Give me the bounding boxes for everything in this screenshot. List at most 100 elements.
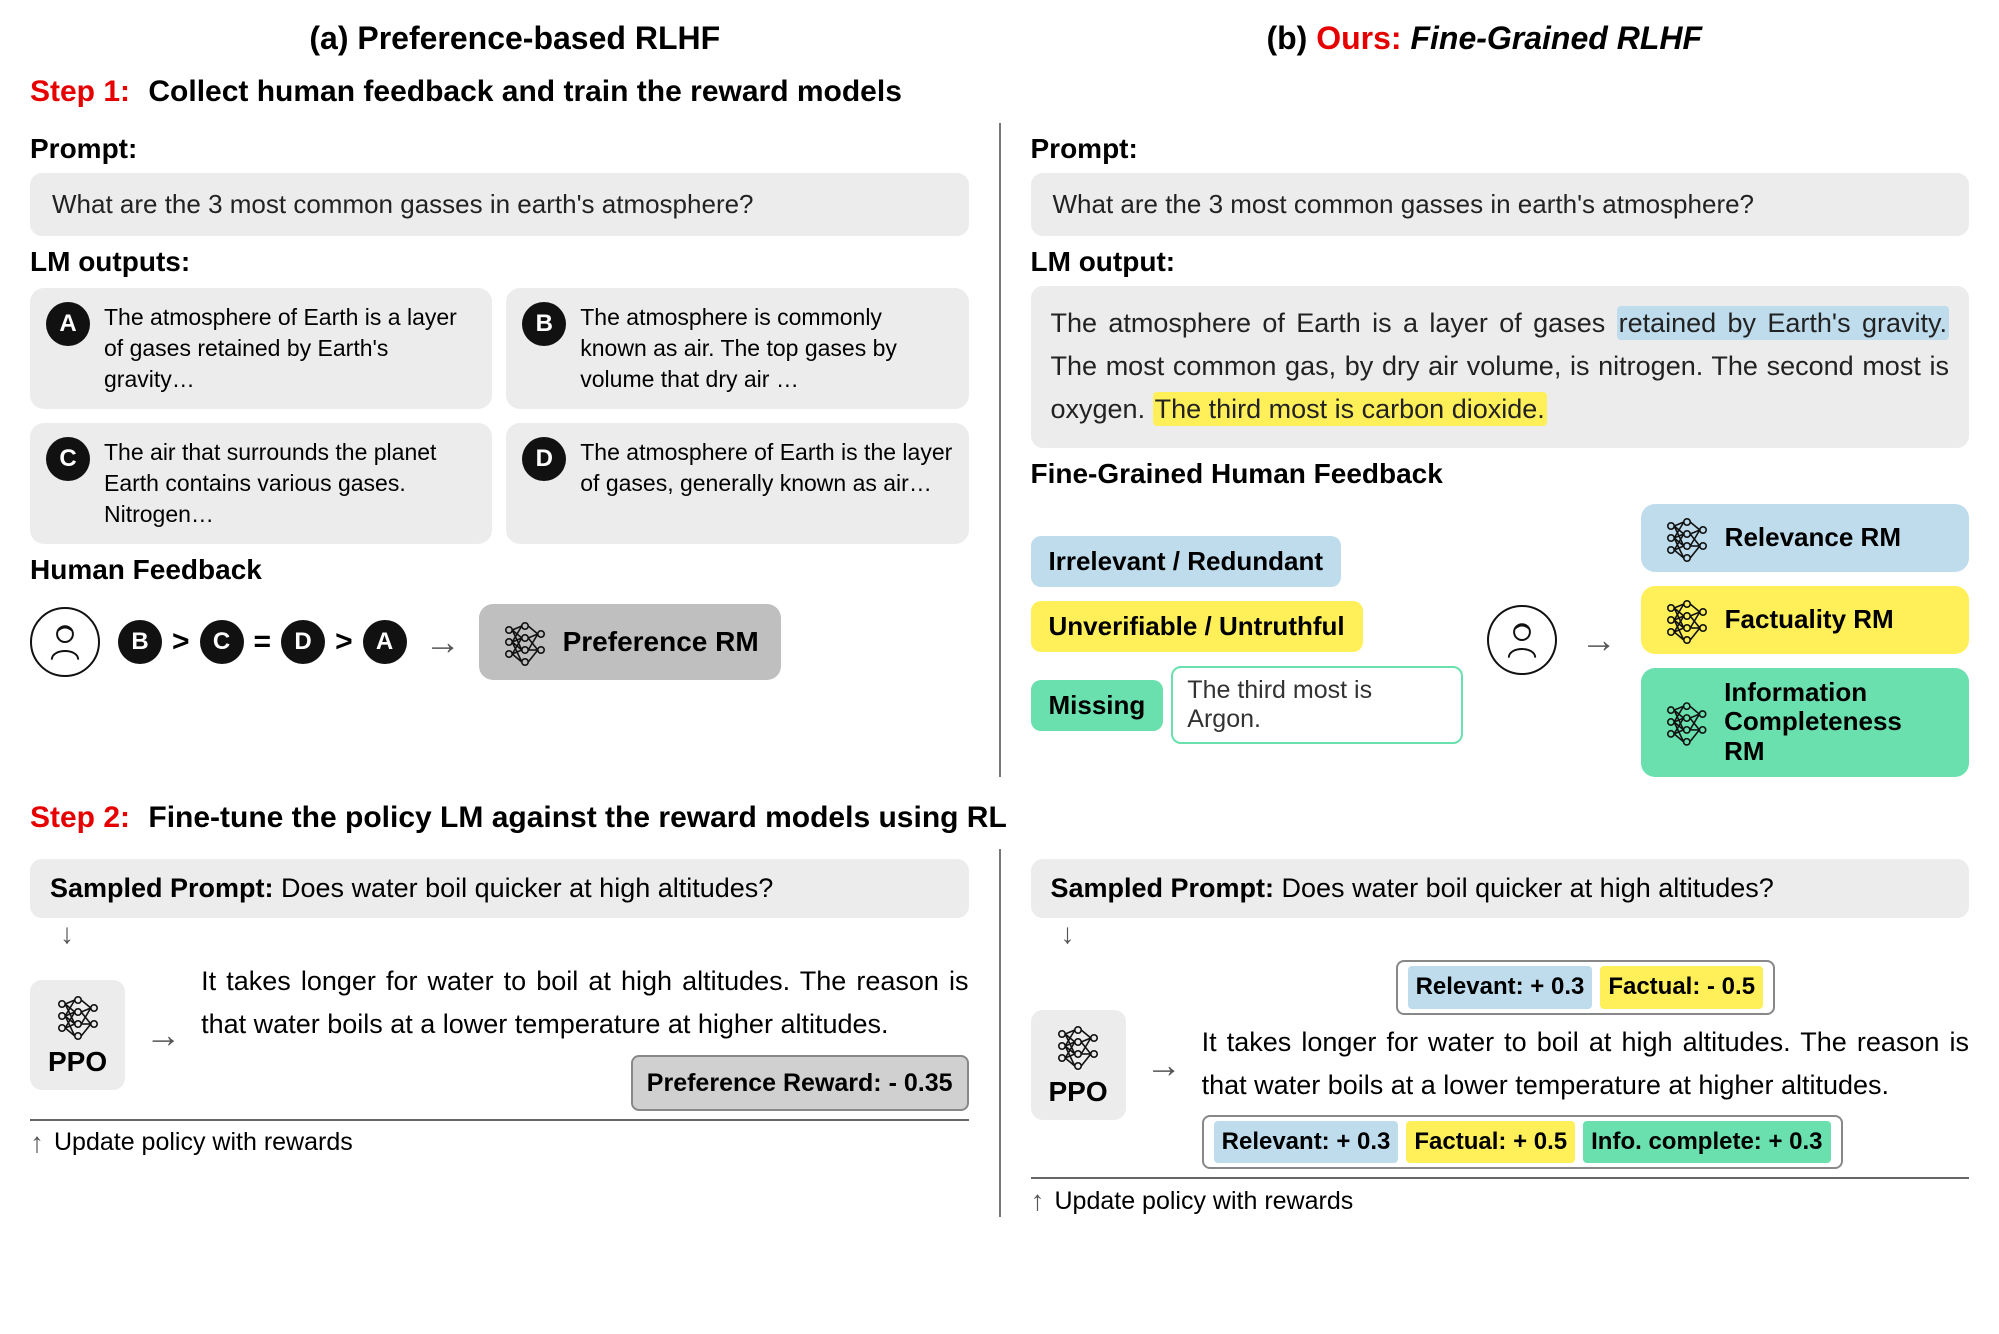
nn-icon <box>54 992 102 1040</box>
pref-reward-badge: Preference Reward: - 0.35 <box>631 1055 969 1111</box>
nn-icon <box>1663 514 1711 562</box>
hf-row: B > C = D > A → Preference RM <box>30 604 969 680</box>
vertical-divider-1 <box>999 123 1001 777</box>
gen-text-r: Relevant: + 0.3 Factual: - 0.5 It takes … <box>1202 960 1969 1169</box>
lm-text-c: The air that surrounds the planet Earth … <box>104 437 476 530</box>
up-arrow-icon: ↑ <box>1031 1185 1045 1217</box>
tag-missing: Missing <box>1031 680 1164 731</box>
sampled-text-l: Does water boil quicker at high altitude… <box>281 873 773 903</box>
step2-label: Step 2: <box>30 801 130 834</box>
step1-label: Step 1: <box>30 75 130 108</box>
info-completeness-rm: Information Completeness RM <box>1641 668 1969 778</box>
right-col: Prompt: What are the 3 most common gasse… <box>1031 123 1970 777</box>
step2-flow-r: PPO → Relevant: + 0.3 Factual: - 0.5 It … <box>1031 960 1970 1169</box>
pref-rm-label: Preference RM <box>563 626 759 658</box>
arrow-icon-r: → <box>1581 619 1617 661</box>
chip-relevant-1: Relevant: + 0.3 <box>1408 966 1593 1008</box>
relevance-rm-label: Relevance RM <box>1725 522 1901 553</box>
lmoutputs-label: LM outputs: <box>30 246 969 278</box>
pref-rm-box: Preference RM <box>479 604 781 680</box>
nn-icon <box>1054 1022 1102 1070</box>
lmoutput-label-r: LM output: <box>1031 246 1970 278</box>
lmout-p1: The atmosphere of Earth is a layer of ga… <box>1051 308 1617 338</box>
letter-a: A <box>46 302 90 346</box>
tag-unverifiable: Unverifiable / Untruthful <box>1031 601 1363 652</box>
step1-title: Step 1: Collect human feedback and train… <box>30 75 1969 109</box>
arrow-icon: → <box>1146 1044 1182 1086</box>
factuality-rm: Factuality RM <box>1641 586 1969 654</box>
chip-info-2: Info. complete: + 0.3 <box>1583 1121 1830 1163</box>
seq-eq: = <box>254 625 272 659</box>
lm-text-b: The atmosphere is commonly known as air.… <box>580 302 952 395</box>
arrow-icon: → <box>145 1014 181 1056</box>
tag-irrelevant: Irrelevant / Redundant <box>1031 536 1342 587</box>
factuality-rm-label: Factuality RM <box>1725 604 1894 635</box>
sampled-label-r: Sampled Prompt: <box>1051 873 1282 903</box>
seq-d: D <box>281 620 325 664</box>
lm-text-d: The atmosphere of Earth is the layer of … <box>580 437 952 499</box>
step2-title: Step 2: Fine-tune the policy LM against … <box>30 801 1969 835</box>
letter-c: C <box>46 437 90 481</box>
human-feedback-label: Human Feedback <box>30 554 969 586</box>
seq-b: B <box>118 620 162 664</box>
fg-reward-badge-1: Relevant: + 0.3 Factual: - 0.5 <box>1396 960 1775 1014</box>
sampled-pill-l: Sampled Prompt: Does water boil quicker … <box>30 859 969 918</box>
seq-gt2: > <box>335 625 353 659</box>
nn-icon <box>1663 596 1711 644</box>
pref-seq: B > C = D > A <box>118 620 407 664</box>
seq-a: A <box>363 620 407 664</box>
header-left: (a) Preference-based RLHF <box>30 20 1000 57</box>
gen-text-r-content: It takes longer for water to boil at hig… <box>1202 1027 1969 1100</box>
letter-b: B <box>522 302 566 346</box>
ppo-label-r: PPO <box>1049 1076 1108 1108</box>
step2-left: Sampled Prompt: Does water boil quicker … <box>30 859 969 1217</box>
info-rm-l2: Completeness RM <box>1724 707 1947 767</box>
rm-stack: Relevance RM Factuality RM Information C… <box>1641 504 1969 778</box>
chip-relevant-2: Relevant: + 0.3 <box>1214 1121 1399 1163</box>
prompt-label-l: Prompt: <box>30 133 969 165</box>
header-right: (b) Ours: Fine-Grained RLHF <box>1000 20 1970 57</box>
prompt-text-r: What are the 3 most common gasses in ear… <box>1031 173 1970 236</box>
relevance-rm: Relevance RM <box>1641 504 1969 572</box>
missing-extra-text: The third most is Argon. <box>1171 666 1463 744</box>
update-text-r: Update policy with rewards <box>1055 1187 1354 1216</box>
step2-right: Sampled Prompt: Does water boil quicker … <box>1031 859 1970 1217</box>
fg-tags: Irrelevant / Redundant Unverifiable / Un… <box>1031 536 1464 744</box>
gen-text-l: It takes longer for water to boil at hig… <box>201 960 968 1110</box>
nn-icon <box>1663 698 1710 746</box>
fg-feedback-label: Fine-Grained Human Feedback <box>1031 458 1970 490</box>
arrow-icon: → <box>425 621 461 663</box>
header-right-prefix: (b) <box>1266 20 1316 56</box>
fg-feedback-area: Irrelevant / Redundant Unverifiable / Un… <box>1031 504 1970 778</box>
person-icon <box>30 607 100 677</box>
vertical-divider-2 <box>999 849 1001 1217</box>
step1-text: Collect human feedback and train the rew… <box>140 75 902 108</box>
update-row-l: ↑ Update policy with rewards <box>30 1119 969 1159</box>
gen-text-l-content: It takes longer for water to boil at hig… <box>201 966 968 1039</box>
letter-d: D <box>522 437 566 481</box>
update-row-r: ↑ Update policy with rewards <box>1031 1177 1970 1217</box>
lm-text-a: The atmosphere of Earth is a layer of ga… <box>104 302 476 395</box>
sampled-label-l: Sampled Prompt: <box>50 873 281 903</box>
lm-grid: A The atmosphere of Earth is a layer of … <box>30 288 969 544</box>
person-icon-r <box>1487 605 1556 675</box>
step2-content: Sampled Prompt: Does water boil quicker … <box>30 849 1969 1217</box>
nn-icon <box>501 618 549 666</box>
seq-c: C <box>200 620 244 664</box>
header-ours: Ours: <box>1316 20 1401 56</box>
ppo-label-l: PPO <box>48 1046 107 1078</box>
chip-factual-2: Factual: + 0.5 <box>1406 1121 1575 1163</box>
prompt-text-l: What are the 3 most common gasses in ear… <box>30 173 969 236</box>
ppo-box-r: PPO <box>1031 1010 1126 1120</box>
left-col: Prompt: What are the 3 most common gasse… <box>30 123 969 777</box>
info-rm-l1: Information <box>1724 678 1947 708</box>
sampled-text-r: Does water boil quicker at high altitude… <box>1282 873 1774 903</box>
down-arrow-icon: ↓ <box>60 918 969 950</box>
sampled-pill-r: Sampled Prompt: Does water boil quicker … <box>1031 859 1970 918</box>
top-headers: (a) Preference-based RLHF (b) Ours: Fine… <box>30 20 1969 57</box>
lmout-blue: retained by Earth's gravity. <box>1617 306 1949 340</box>
lm-card-c: C The air that surrounds the planet Eart… <box>30 423 492 544</box>
seq-gt1: > <box>172 625 190 659</box>
up-arrow-icon: ↑ <box>30 1127 44 1159</box>
lmout-yellow: The third most is carbon dioxide. <box>1153 392 1547 426</box>
